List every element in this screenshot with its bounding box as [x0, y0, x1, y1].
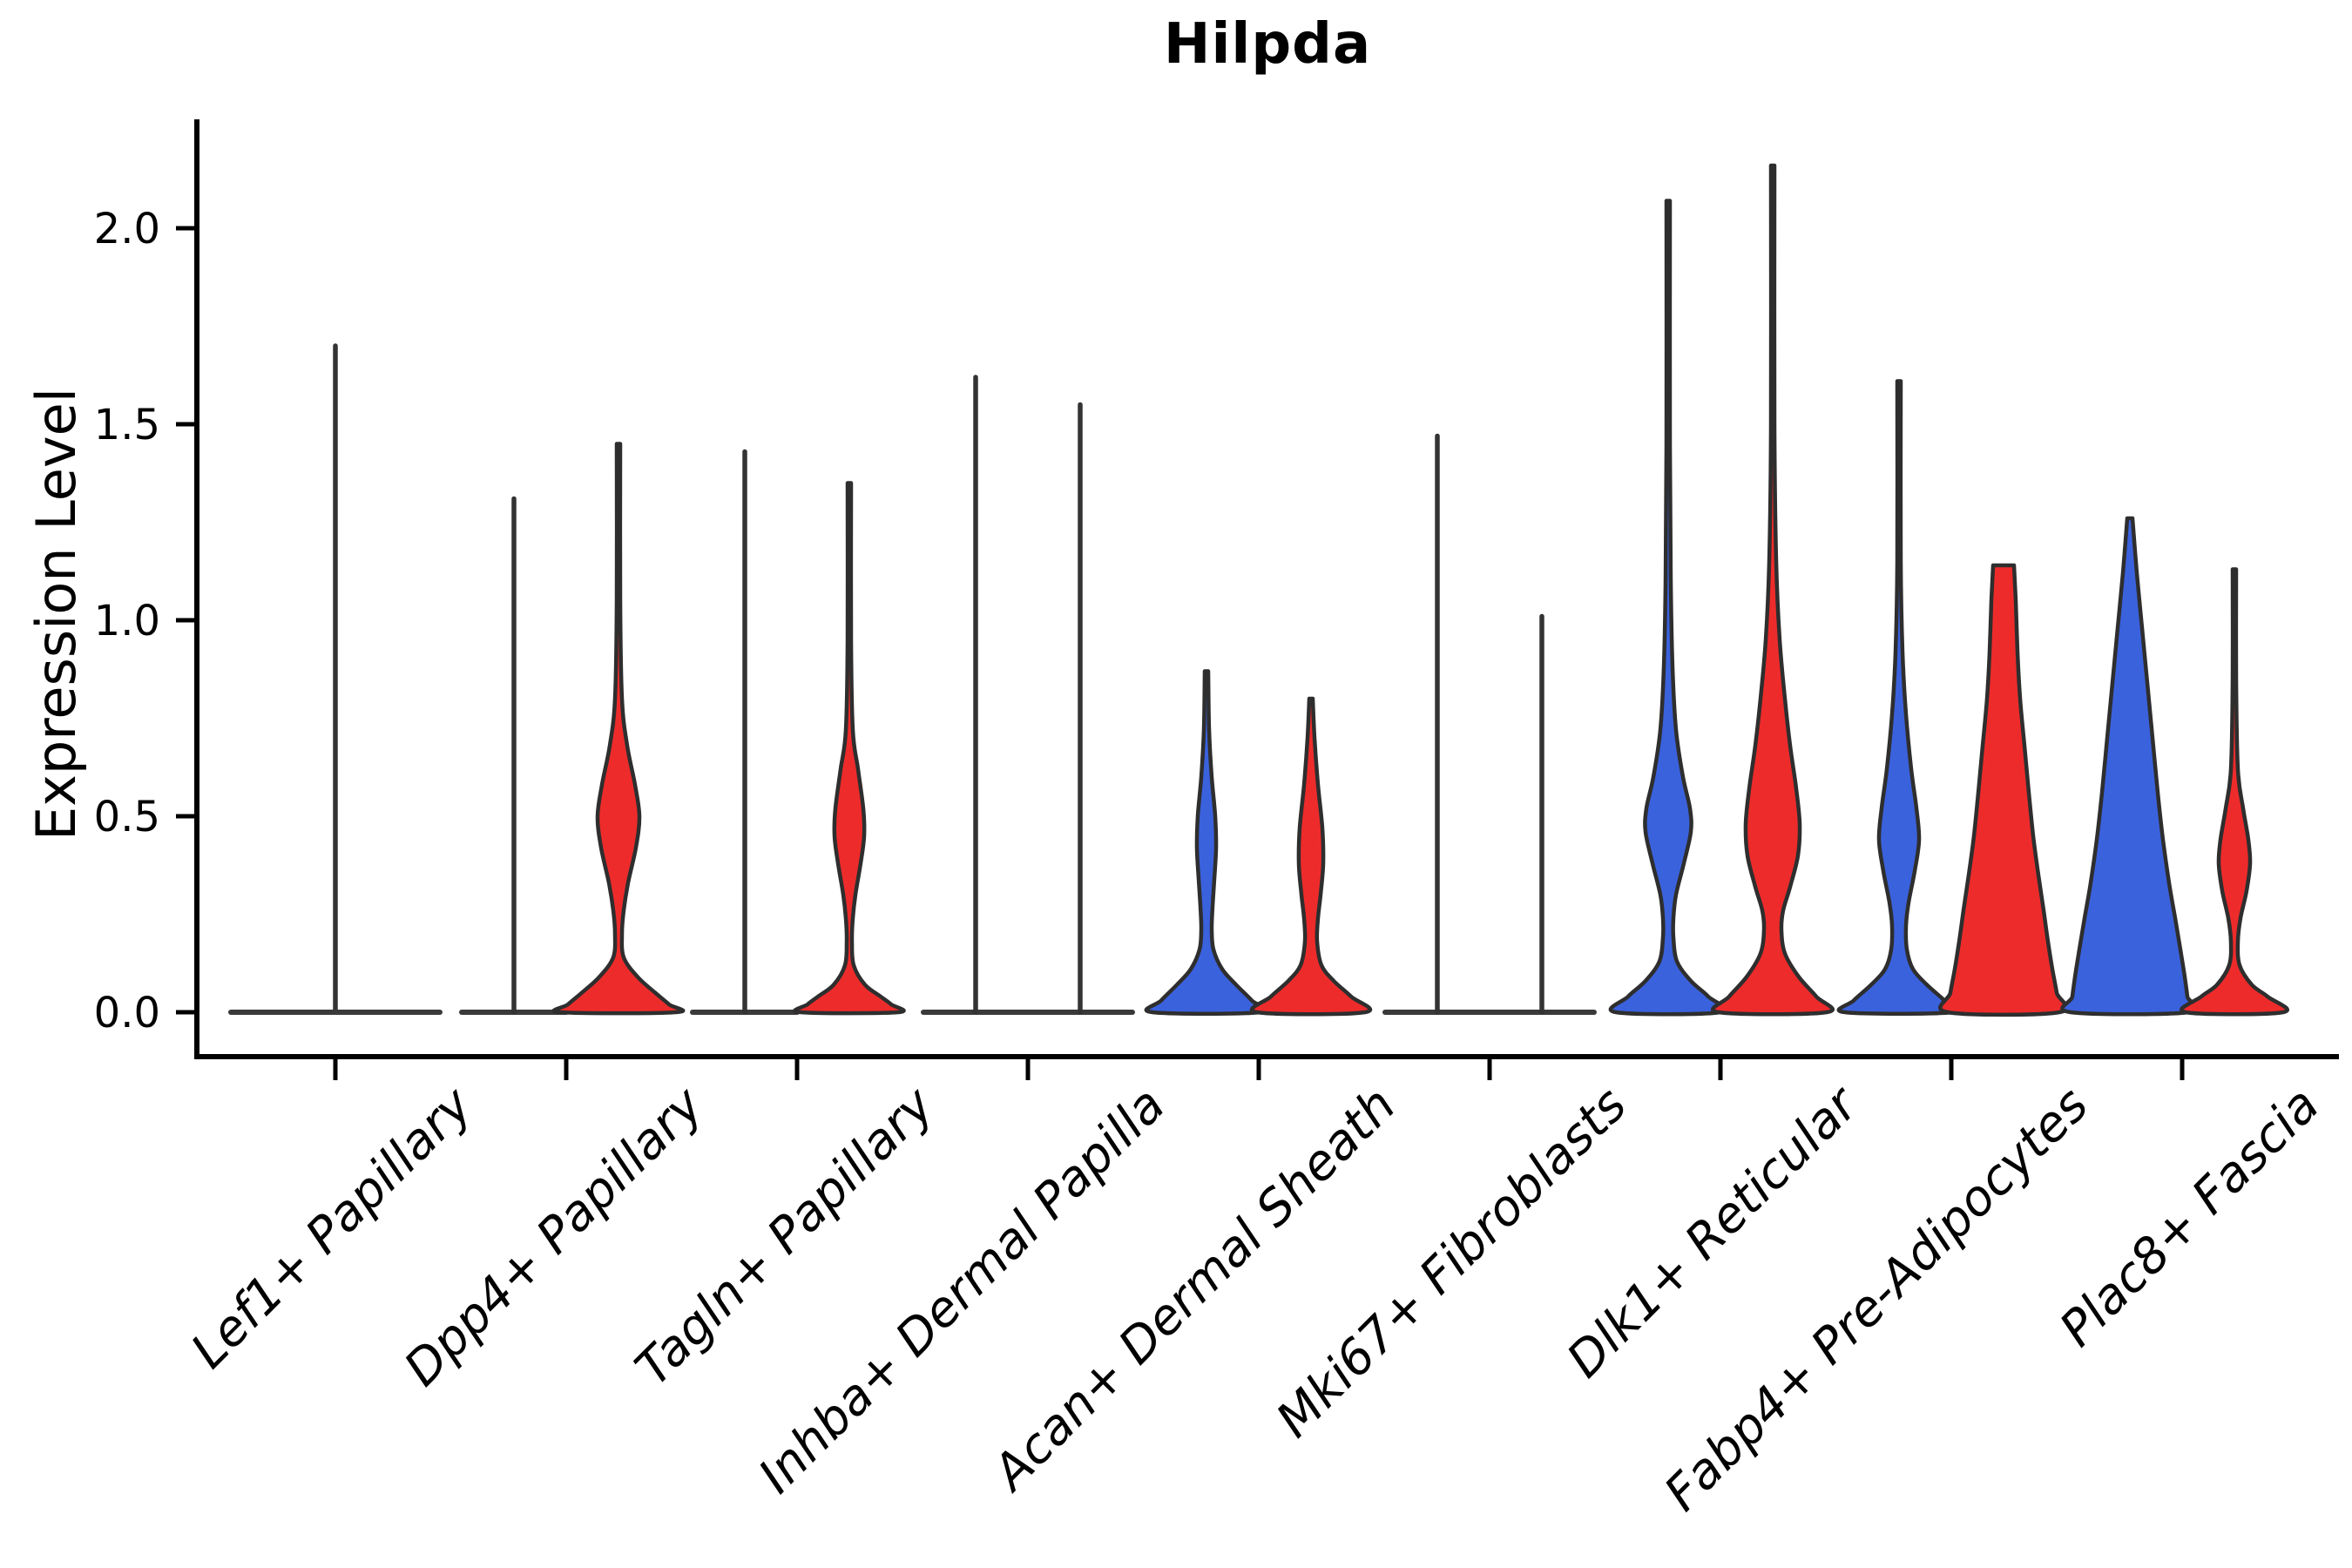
violin-red	[1710, 163, 1835, 1017]
chart-title: Hilpda	[1163, 12, 1372, 77]
violin-blue	[2060, 516, 2200, 1017]
y-tick-label: 2.0	[94, 205, 160, 253]
violin-blue	[1836, 379, 1962, 1016]
y-tick-label: 1.0	[94, 597, 160, 645]
violin-red	[1249, 696, 1373, 1017]
x-category-label: Fabp4+ Pre-Adipocytes	[1654, 1077, 2099, 1522]
violin-blue	[1608, 199, 1728, 1017]
y-tick-label: 0.0	[94, 989, 160, 1037]
y-tick-label: 1.5	[94, 401, 160, 449]
violin-red	[793, 481, 906, 1016]
violin-blue	[1144, 669, 1269, 1016]
x-category-label: Inhba+ Dermal Papilla	[748, 1077, 1176, 1504]
violin-red	[1938, 563, 2069, 1017]
y-tick-label: 0.5	[94, 793, 160, 841]
violin-red	[2180, 567, 2289, 1017]
violin-red	[551, 442, 686, 1016]
x-category-label: Acan+ Dermal Sheath	[981, 1077, 1407, 1503]
